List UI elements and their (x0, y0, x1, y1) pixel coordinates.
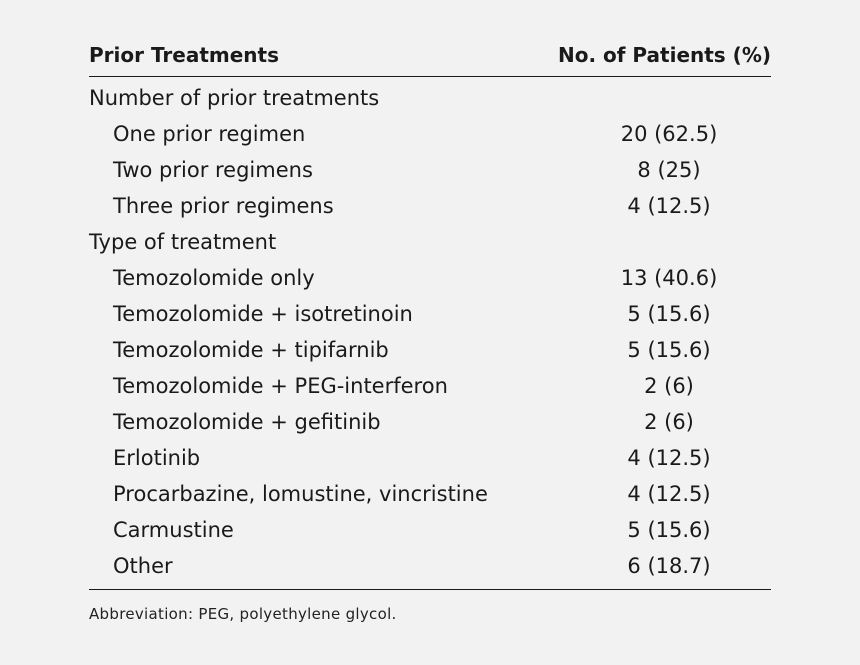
row-label: Temozolomide + isotretinoin (113, 302, 413, 326)
section-label: Type of treatment (89, 230, 277, 254)
row-label: Three prior regimens (113, 194, 334, 218)
row-label: Temozolomide + tipifarnib (113, 338, 389, 362)
row-label: Other (113, 554, 173, 578)
table-row: Temozolomide + gefitinib 2 (6) (89, 401, 771, 437)
row-label: Temozolomide only (113, 266, 315, 290)
row-value: 4 (12.5) (627, 446, 711, 470)
row-value: 5 (15.6) (627, 302, 711, 326)
table-row: Other 6 (18.7) (89, 545, 771, 581)
row-label: Carmustine (113, 518, 234, 542)
row-value: 5 (15.6) (627, 338, 711, 362)
table-body: Number of prior treatments One prior regi… (89, 77, 771, 581)
table-section-row: Type of treatment (89, 221, 771, 257)
table-row: Carmustine 5 (15.6) (89, 509, 771, 545)
table-row: Temozolomide only 13 (40.6) (89, 257, 771, 293)
row-value: 20 (62.5) (620, 122, 718, 146)
table-row: Erlotinib 4 (12.5) (89, 437, 771, 473)
prior-treatments-table: Prior Treatments No. of Patients (%) Num… (89, 36, 771, 581)
table-section-row: Number of prior treatments (89, 77, 771, 113)
row-value: 5 (15.6) (627, 518, 711, 542)
table-bottom-rule (89, 589, 771, 590)
table-row: Temozolomide + PEG-interferon 2 (6) (89, 365, 771, 401)
table-row: Procarbazine, lomustine, vincristine 4 (1… (89, 473, 771, 509)
header-no-of-patients: No. of Patients (%) (557, 43, 771, 67)
row-label: Procarbazine, lomustine, vincristine (113, 482, 488, 506)
row-value: 2 (6) (644, 374, 694, 398)
header-prior-treatments: Prior Treatments (89, 43, 279, 67)
row-label: Temozolomide + gefitinib (113, 410, 381, 434)
row-value: 6 (18.7) (627, 554, 711, 578)
table-row: Three prior regimens 4 (12.5) (89, 185, 771, 221)
table-header: Prior Treatments No. of Patients (%) (89, 36, 771, 77)
row-value: 8 (25) (637, 158, 701, 182)
table-row: Temozolomide + isotretinoin 5 (15.6) (89, 293, 771, 329)
row-label: Temozolomide + PEG-interferon (113, 374, 448, 398)
row-label: One prior regimen (113, 122, 306, 146)
row-label: Two prior regimens (113, 158, 313, 182)
table-footnote: Abbreviation: PEG, polyethylene glycol. (89, 605, 397, 623)
row-value: 4 (12.5) (627, 194, 711, 218)
table-row: One prior regimen 20 (62.5) (89, 113, 771, 149)
table-row: Temozolomide + tipifarnib 5 (15.6) (89, 329, 771, 365)
row-label: Erlotinib (113, 446, 201, 470)
row-value: 2 (6) (644, 410, 694, 434)
section-label: Number of prior treatments (89, 86, 380, 110)
row-value: 4 (12.5) (627, 482, 711, 506)
row-value: 13 (40.6) (620, 266, 718, 290)
table-row: Two prior regimens 8 (25) (89, 149, 771, 185)
